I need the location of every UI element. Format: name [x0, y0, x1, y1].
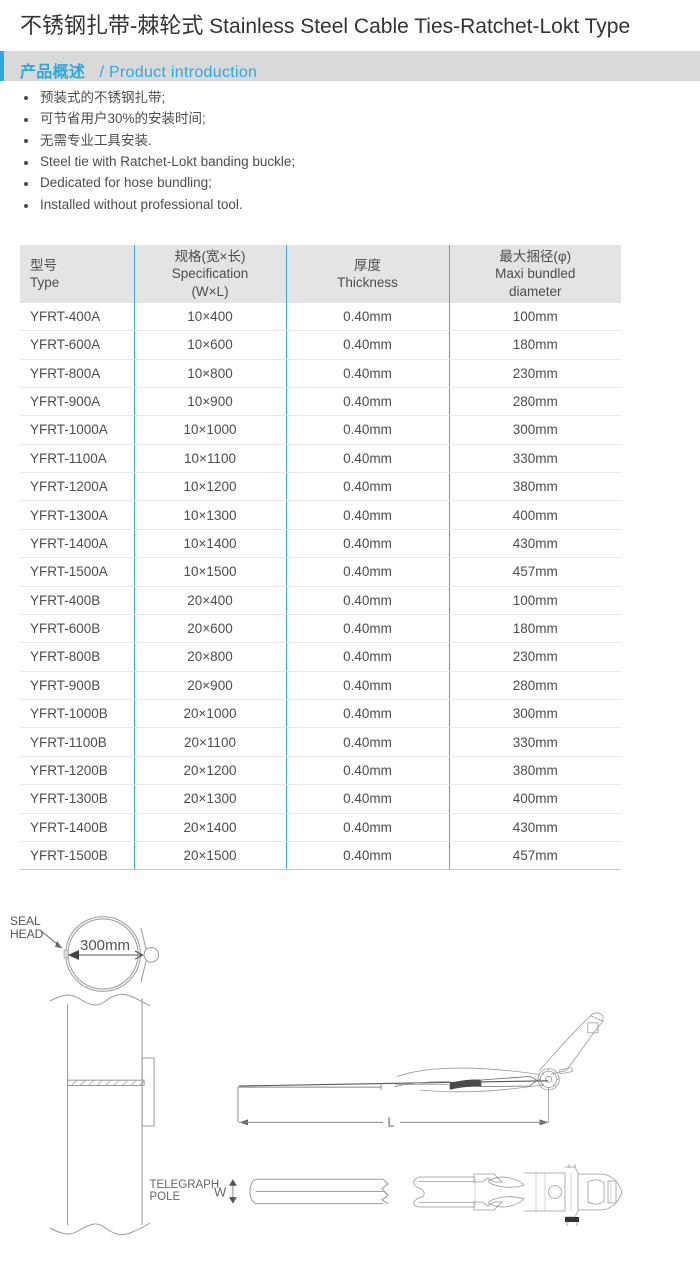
svg-text:L: L: [388, 1116, 395, 1130]
svg-text:POLE: POLE: [150, 1191, 181, 1203]
svg-text:300mm: 300mm: [80, 937, 130, 954]
svg-text:SEAL: SEAL: [10, 914, 41, 928]
svg-text:W: W: [214, 1185, 227, 1200]
svg-text:TELEGRAPH: TELEGRAPH: [150, 1179, 220, 1191]
svg-text:HEAD: HEAD: [10, 927, 44, 941]
